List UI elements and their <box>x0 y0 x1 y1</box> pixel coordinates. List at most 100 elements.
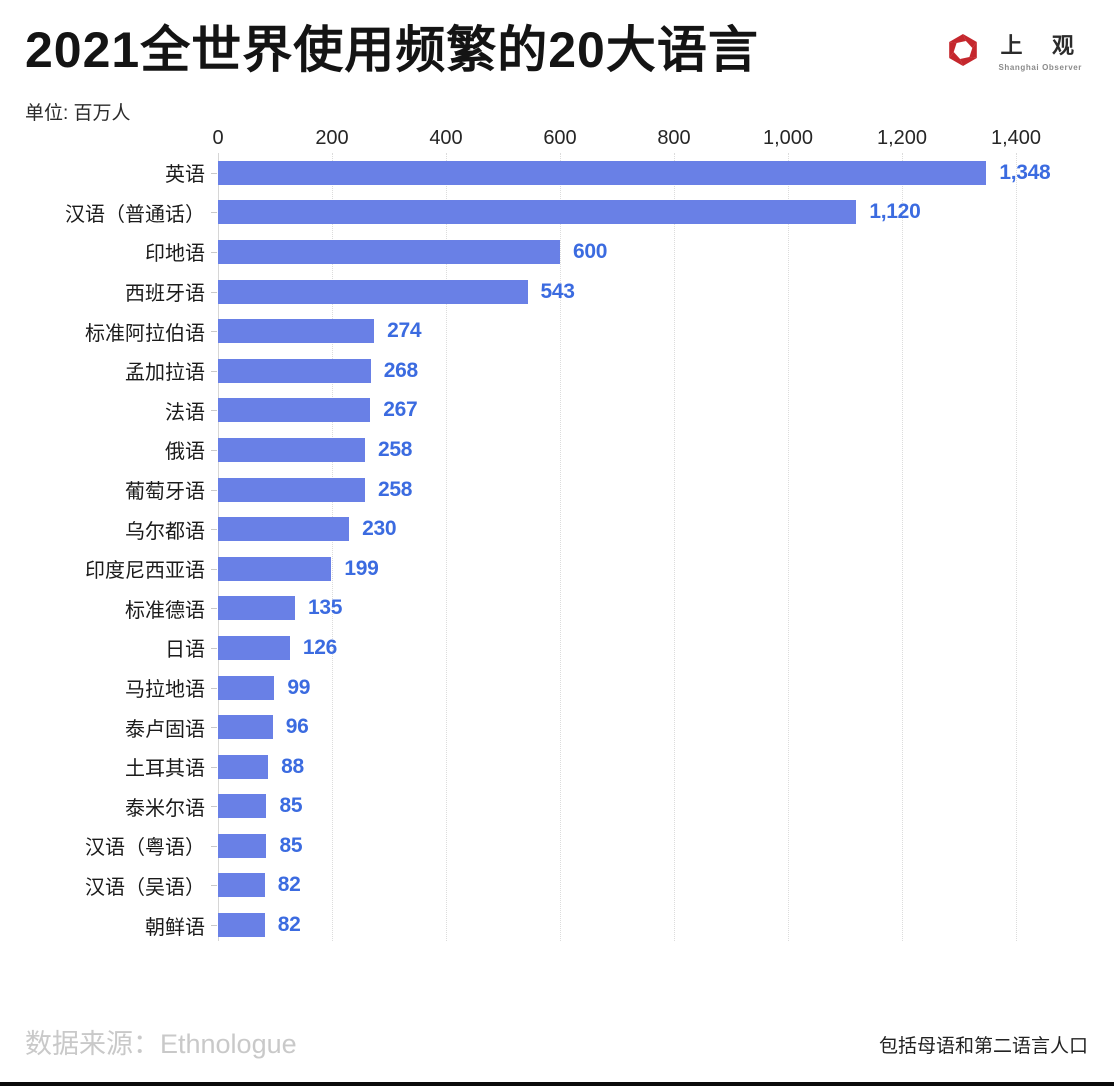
row-tick <box>211 766 217 768</box>
chart-row: 汉语（普通话） 1,120 <box>25 193 1088 233</box>
bar-track: 258 <box>211 437 1088 462</box>
chart-row: 标准德语 135 <box>25 589 1088 629</box>
bar-track: 258 <box>211 477 1088 502</box>
chart-row: 泰卢固语 96 <box>25 707 1088 747</box>
bar <box>218 160 987 185</box>
bar-track: 1,348 <box>211 160 1088 185</box>
logo-en-text: Shanghai Observer <box>998 63 1083 72</box>
gridline <box>1016 153 1017 941</box>
bar <box>218 437 366 462</box>
chart-row: 英语 1,348 <box>25 153 1088 193</box>
chart-row: 法语 267 <box>25 391 1088 431</box>
category-label: 朝鲜语 <box>145 916 205 939</box>
bar <box>218 279 528 304</box>
bar-track: 274 <box>211 319 1088 344</box>
row-tick <box>211 647 217 649</box>
value-label: 274 <box>387 319 422 343</box>
category-label: 泰米尔语 <box>125 797 205 820</box>
gridline <box>446 153 447 941</box>
footnote-label: 包括母语和第二语言人口 <box>878 1036 1088 1057</box>
value-label: 268 <box>383 358 418 382</box>
category-label: 马拉地语 <box>125 679 205 702</box>
category-label: 乌尔都语 <box>125 520 205 543</box>
bar <box>218 398 371 423</box>
category-label: 英语 <box>165 164 205 187</box>
bar <box>218 715 273 740</box>
axis-line <box>218 153 219 941</box>
bar-track: 88 <box>211 754 1088 779</box>
brand-logo: 上 观 Shanghai Observer <box>944 28 1086 72</box>
category-label: 标准德语 <box>125 599 205 622</box>
category-label: 俄语 <box>165 441 205 464</box>
row-tick <box>211 687 217 689</box>
bar-track: 1,120 <box>211 200 1088 225</box>
x-axis-tick: 400 <box>429 127 463 149</box>
bar <box>218 913 265 938</box>
category-label: 印地语 <box>145 243 205 266</box>
category-label: 西班牙语 <box>125 283 205 306</box>
chart-row: 印度尼西亚语 199 <box>25 549 1088 589</box>
bar <box>218 635 290 660</box>
bar <box>218 794 267 819</box>
value-label: 258 <box>378 437 413 461</box>
bar-track: 85 <box>211 833 1088 858</box>
bar <box>218 833 267 858</box>
bar <box>218 675 275 700</box>
chart-row: 孟加拉语 268 <box>25 351 1088 391</box>
chart-row: 日语 126 <box>25 628 1088 668</box>
bar <box>218 556 332 581</box>
bar-track: 126 <box>211 635 1088 660</box>
chart-row: 葡萄牙语 258 <box>25 470 1088 510</box>
row-tick <box>211 172 217 174</box>
row-tick <box>211 529 217 531</box>
category-label: 葡萄牙语 <box>125 481 205 504</box>
category-label: 汉语（吴语） <box>85 876 205 899</box>
value-label: 543 <box>540 279 575 303</box>
chart-row: 土耳其语 88 <box>25 747 1088 787</box>
row-tick <box>211 489 217 491</box>
value-label: 99 <box>287 675 311 699</box>
chart-row: 俄语 258 <box>25 430 1088 470</box>
chart-row: 朝鲜语 82 <box>25 905 1088 945</box>
x-axis-tick: 600 <box>543 127 577 149</box>
row-tick <box>211 410 217 412</box>
chart-row: 印地语 600 <box>25 232 1088 272</box>
value-label: 267 <box>383 398 418 422</box>
chart-row: 泰米尔语 85 <box>25 787 1088 827</box>
value-label: 258 <box>378 477 413 501</box>
x-axis-tick: 1,200 <box>876 127 928 149</box>
row-tick <box>211 608 217 610</box>
bar-track: 82 <box>211 913 1088 938</box>
bar <box>218 358 371 383</box>
category-label: 孟加拉语 <box>125 362 205 385</box>
chart-row: 汉语（吴语） 82 <box>25 866 1088 906</box>
bar-track: 96 <box>211 715 1088 740</box>
x-axis-tick: 200 <box>315 127 349 149</box>
value-label: 82 <box>277 873 301 897</box>
row-tick <box>211 727 217 729</box>
bar-track: 99 <box>211 675 1088 700</box>
bar <box>218 517 350 542</box>
gridline <box>332 153 333 941</box>
gridline <box>788 153 789 941</box>
unit-label: 单位: 百万人 <box>25 103 131 124</box>
chart-row: 西班牙语 543 <box>25 272 1088 312</box>
bar-track: 85 <box>211 794 1088 819</box>
row-tick <box>211 925 217 927</box>
bar <box>218 754 269 779</box>
row-tick <box>211 331 217 333</box>
gridline <box>902 153 903 941</box>
value-label: 230 <box>362 517 397 541</box>
value-label: 85 <box>279 833 303 857</box>
bar-track: 600 <box>211 239 1088 264</box>
header: 2021全世界使用频繁的20大语言 上 观 Shanghai Observer <box>0 0 1114 80</box>
row-tick <box>211 251 217 253</box>
value-label: 1,348 <box>999 160 1051 184</box>
row-tick <box>211 845 217 847</box>
chart-row: 马拉地语 99 <box>25 668 1088 708</box>
bar <box>218 200 857 225</box>
value-label: 96 <box>285 715 309 739</box>
chart-row: 汉语（粤语） 85 <box>25 826 1088 866</box>
row-tick <box>211 291 217 293</box>
value-label: 126 <box>302 635 337 659</box>
